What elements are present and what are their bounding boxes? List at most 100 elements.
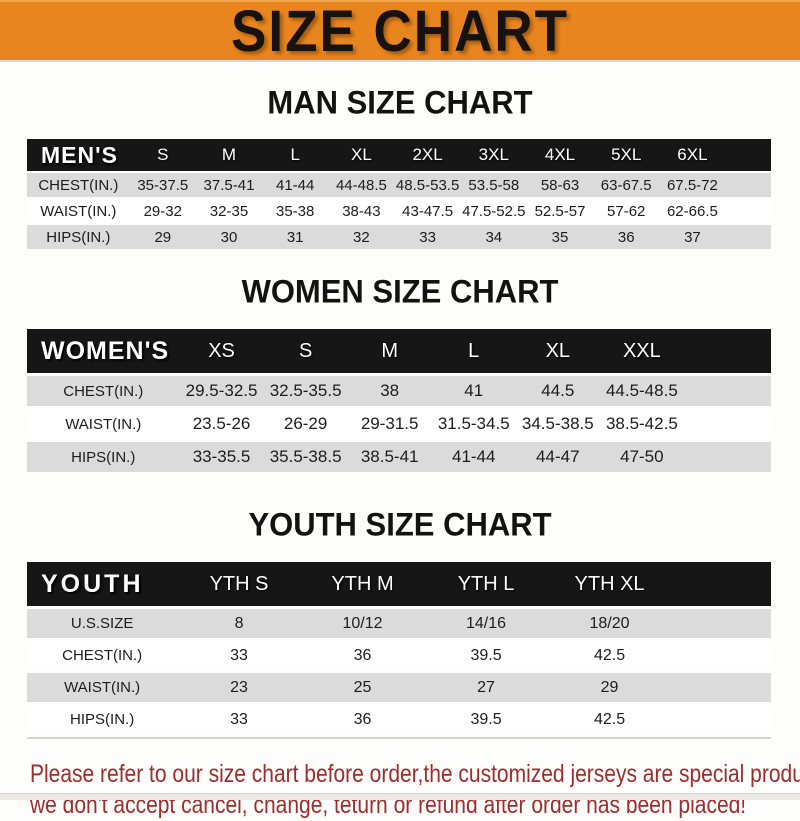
measurement-label-cell: WAIST(IN.) bbox=[40, 202, 117, 220]
table-title-cell: WOMEN'S bbox=[41, 336, 170, 365]
measurement-value-cell: 23 bbox=[230, 678, 248, 696]
measurement-value-cell: 29 bbox=[154, 228, 172, 246]
measurement-value-cell: 18/20 bbox=[589, 614, 630, 632]
measurement-value-cell: 42.5 bbox=[593, 710, 626, 728]
measurement-value-cell: 67.5-72 bbox=[666, 176, 718, 194]
measurement-value-cell: 35.5-38.5 bbox=[269, 447, 342, 466]
measurement-value-cell: 41-44 bbox=[451, 447, 496, 466]
measurement-value-cell: 36 bbox=[353, 646, 372, 664]
women-size-table: WOMEN'S XS S M L XL XXL CHEST(IN.) 29.5-32.5 32.5… bbox=[27, 326, 771, 475]
measurement-value-cell: 62-66.5 bbox=[666, 202, 718, 220]
size-column-header: 3XL bbox=[478, 145, 509, 164]
size-column-header: M bbox=[221, 145, 237, 164]
measurement-row: WAIST(IN.) 29-32 32-35 35-38 38-43 43-47.5 47.… bbox=[27, 199, 771, 223]
measurement-value-cell: 27 bbox=[477, 678, 495, 696]
measurement-value-cell: 38-43 bbox=[342, 202, 381, 220]
size-column-header: YTH M bbox=[331, 572, 394, 595]
measurement-value-cell: 36 bbox=[617, 228, 635, 246]
measurement-label-cell: CHEST(IN.) bbox=[38, 176, 119, 194]
measurement-value-cell: 39.5 bbox=[470, 710, 502, 728]
measurement-label-cell: WAIST(IN.) bbox=[65, 415, 142, 433]
order-policy-note-line-1: Please refer to our size chart before or… bbox=[30, 760, 800, 788]
measurement-label-cell: HIPS(IN.) bbox=[46, 228, 111, 246]
measurement-value-cell: 44-47 bbox=[536, 447, 580, 466]
size-table-header-row: YOUTH YTH S YTH M YTH L YTH XL bbox=[27, 562, 771, 606]
row-spacer-cell bbox=[726, 173, 771, 197]
measurement-value-cell: 10/12 bbox=[342, 614, 383, 632]
row-spacer-cell bbox=[684, 409, 771, 439]
measurement-row: HIPS(IN.) 33-35.5 35.5-38.5 38.5-41 41-44 44-… bbox=[27, 442, 771, 472]
measurement-value-cell: 41 bbox=[464, 381, 484, 400]
measurement-value-cell: 37 bbox=[684, 228, 701, 246]
table-title-cell: YOUTH bbox=[41, 569, 144, 598]
measurement-value-cell: 33 bbox=[419, 228, 436, 246]
man-size-chart-heading: MAN SIZE CHART bbox=[267, 84, 533, 121]
row-spacer-cell bbox=[684, 376, 771, 406]
measurement-value-cell: 23.5-26 bbox=[192, 414, 251, 433]
size-table-header-row: MEN'S S M L XL 2XL 3XL 4XL 5XL 6XL bbox=[27, 139, 771, 171]
header-spacer-cell bbox=[671, 562, 771, 606]
size-column-header: S bbox=[298, 339, 313, 362]
measurement-value-cell: 29.5-32.5 bbox=[185, 381, 258, 400]
measurement-value-cell: 29-32 bbox=[143, 202, 182, 220]
measurement-row: CHEST(IN.) 35-37.5 37.5-41 41-44 44-48.5 48.5… bbox=[27, 173, 771, 197]
measurement-value-cell: 33 bbox=[230, 710, 248, 728]
row-spacer-cell bbox=[671, 705, 771, 734]
size-column-header: XL bbox=[545, 339, 571, 362]
measurement-label-cell: U.S.SIZE bbox=[70, 615, 134, 632]
measurement-value-cell: 33-35.5 bbox=[192, 447, 251, 466]
measurement-value-cell: 53.5-58 bbox=[468, 176, 520, 194]
row-spacer-cell bbox=[684, 442, 771, 472]
men-size-table: MEN'S S M L XL 2XL 3XL 4XL 5XL 6XL CHEST(IN.) 35-37… bbox=[27, 137, 771, 251]
header-spacer-cell bbox=[726, 139, 771, 171]
bottom-edge-strip bbox=[0, 793, 800, 800]
measurement-value-cell: 44.5 bbox=[541, 381, 575, 400]
youth-size-table: YOUTH YTH S YTH M YTH L YTH XL U.S.SIZE 8 10/12… bbox=[27, 559, 771, 739]
measurement-row: HIPS(IN.) 29 30 31 32 33 34 35 36 37 bbox=[27, 225, 771, 249]
measurement-value-cell: 44-48.5 bbox=[335, 176, 387, 194]
measurement-value-cell: 32.5-35.5 bbox=[269, 381, 342, 400]
measurement-value-cell: 38.5-41 bbox=[360, 447, 419, 466]
measurement-value-cell: 35-37.5 bbox=[137, 176, 189, 194]
size-column-header: YTH XL bbox=[574, 572, 645, 595]
size-column-header: XS bbox=[208, 339, 235, 362]
row-spacer-cell bbox=[726, 225, 771, 249]
measurement-label-cell: CHEST(IN.) bbox=[63, 382, 144, 400]
measurement-value-cell: 32-35 bbox=[209, 202, 249, 220]
measurement-row: WAIST(IN.) 23 25 27 29 bbox=[27, 673, 771, 702]
size-column-header: XXL bbox=[622, 339, 661, 362]
measurement-value-cell: 26-29 bbox=[283, 414, 328, 433]
banner-title: SIZE CHART bbox=[231, 0, 569, 64]
measurement-value-cell: 57-62 bbox=[607, 202, 646, 220]
measurement-label-cell: HIPS(IN.) bbox=[70, 711, 135, 728]
header-spacer-cell bbox=[684, 329, 771, 373]
measurement-value-cell: 39.5 bbox=[470, 646, 502, 664]
size-column-header: 4XL bbox=[544, 145, 576, 164]
measurement-value-cell: 30 bbox=[220, 228, 238, 246]
measurement-value-cell: 36 bbox=[353, 710, 372, 728]
youth-size-chart-heading: YOUTH SIZE CHART bbox=[248, 506, 552, 543]
row-spacer-cell bbox=[671, 609, 771, 638]
size-chart-banner: SIZE CHART bbox=[0, 0, 800, 62]
size-column-header: M bbox=[381, 339, 398, 362]
measurement-value-cell: 37.5-41 bbox=[203, 176, 255, 194]
measurement-value-cell: 34.5-38.5 bbox=[521, 414, 594, 433]
measurement-value-cell: 38 bbox=[380, 381, 400, 400]
measurement-value-cell: 42.5 bbox=[593, 646, 626, 664]
measurement-value-cell: 31.5-34.5 bbox=[437, 414, 510, 433]
women-size-chart-heading: WOMEN SIZE CHART bbox=[241, 273, 559, 310]
measurement-value-cell: 32 bbox=[353, 228, 370, 246]
measurement-value-cell: 8 bbox=[234, 614, 244, 632]
measurement-value-cell: 35 bbox=[551, 228, 569, 246]
size-column-header: 6XL bbox=[677, 145, 708, 164]
size-column-header: YTH S bbox=[209, 572, 269, 595]
measurement-value-cell: 34 bbox=[485, 228, 503, 246]
size-column-header: S bbox=[157, 145, 169, 164]
measurement-value-cell: 58-63 bbox=[540, 176, 580, 194]
measurement-value-cell: 52.5-57 bbox=[534, 202, 586, 220]
measurement-value-cell: 29 bbox=[600, 678, 619, 696]
size-column-header: XL bbox=[351, 145, 372, 164]
measurement-value-cell: 48.5-53.5 bbox=[395, 176, 460, 194]
measurement-value-cell: 47.5-52.5 bbox=[462, 202, 526, 220]
size-table-header-row: WOMEN'S XS S M L XL XXL bbox=[27, 329, 771, 373]
